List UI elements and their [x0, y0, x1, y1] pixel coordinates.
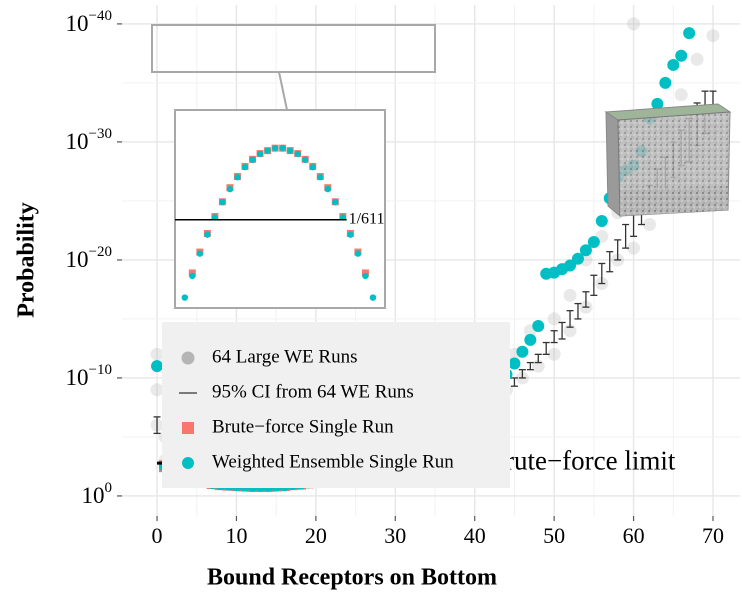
circle-point	[571, 252, 584, 265]
zoom-box	[151, 24, 436, 73]
y-tick-base: 10	[82, 483, 105, 508]
circle-point	[347, 231, 354, 238]
y-tick-exponent: −20	[89, 244, 112, 260]
circle-point	[204, 231, 211, 238]
circle-point	[332, 198, 339, 206]
legend-label: 64 Large WE Runs	[212, 346, 357, 367]
circle-point	[524, 333, 537, 346]
circle-point	[241, 163, 249, 171]
legend: 64 Large WE Runs 95% CI from 64 WE Runs Br…	[162, 322, 510, 488]
x-tick-label: 20	[305, 523, 327, 548]
legend-box	[162, 322, 510, 488]
run-point	[563, 288, 577, 302]
limit-label: Brute−force limit	[487, 445, 676, 475]
x-tick-label: 0	[152, 523, 163, 548]
y-tick-exponent: −40	[89, 8, 112, 24]
circle-point	[196, 250, 204, 257]
circle-point	[354, 250, 362, 257]
y-tick-exponent: −30	[89, 126, 112, 142]
run-point	[674, 88, 688, 102]
circle-point	[249, 156, 256, 163]
inset-panel	[174, 109, 386, 309]
x-tick-label: 60	[623, 523, 645, 548]
circle-point	[651, 97, 664, 110]
x-tick-label: 10	[225, 523, 247, 548]
x-tick-label: 30	[384, 523, 406, 548]
y-tick-label: 10−10	[66, 362, 112, 390]
circle-point	[324, 185, 331, 193]
x-axis-label: Bound Receptors on Bottom	[207, 565, 497, 591]
run-point	[627, 17, 641, 31]
circle-point	[181, 294, 188, 301]
y-tick-base: 10	[66, 247, 89, 272]
circle-point	[659, 76, 672, 89]
x-tick-label: 70	[702, 523, 724, 548]
run-point	[706, 29, 720, 43]
circle-point	[675, 49, 688, 62]
circle-point	[219, 198, 226, 206]
legend-symbol	[181, 351, 195, 365]
circle-point	[271, 144, 279, 152]
circle-point	[279, 144, 286, 152]
run-point	[642, 218, 656, 232]
y-tick-label: 10−20	[66, 244, 112, 272]
circle-point	[294, 150, 301, 158]
y-tick-base: 10	[66, 129, 89, 154]
circle-point	[683, 27, 696, 40]
inset-limit-label: 1/611	[349, 210, 385, 227]
x-tick-label: 50	[543, 523, 565, 548]
circle-point	[564, 259, 577, 272]
run-point	[690, 52, 704, 66]
circle-point	[579, 244, 592, 257]
grid	[122, 5, 740, 516]
y-tick-label: 10−30	[66, 126, 112, 154]
circle-point	[256, 150, 264, 158]
legend-label: Weighted Ensemble Single Run	[212, 451, 454, 472]
zoom-connector	[278, 71, 288, 111]
legend-symbol	[182, 457, 194, 469]
circle-point	[286, 147, 294, 154]
y-tick-label: 100	[82, 480, 113, 508]
run-point	[627, 241, 641, 255]
y-axis-label: Probability	[14, 202, 40, 318]
circle-point	[362, 272, 369, 280]
circle-point	[151, 360, 164, 373]
circle-point	[302, 156, 309, 163]
circle-point	[595, 214, 608, 227]
run-point	[547, 347, 561, 361]
circle-point	[264, 147, 271, 154]
inset: 1/611	[175, 144, 385, 301]
circle-point	[667, 58, 680, 71]
legend-label: 95% CI from 64 WE Runs	[212, 381, 414, 402]
circle-point	[309, 163, 316, 171]
run-point	[547, 312, 561, 326]
run-point	[150, 383, 164, 397]
y-tick-exponent: 0	[105, 480, 113, 496]
y-tick-exponent: −10	[89, 362, 112, 378]
circle-point	[369, 294, 377, 301]
run-point	[150, 347, 164, 361]
circle-point	[317, 174, 324, 181]
legend-label: Brute−force Single Run	[212, 416, 394, 437]
circle-point	[532, 320, 545, 333]
circle-point	[234, 174, 241, 181]
y-tick-label: 10−40	[66, 8, 112, 36]
circle-point	[226, 185, 234, 193]
circle-point	[587, 235, 600, 248]
legend-symbol	[182, 422, 194, 434]
y-tick-base: 10	[66, 11, 89, 36]
x-tick-label: 40	[464, 523, 486, 548]
cube-render	[604, 103, 732, 218]
circle-point	[189, 272, 196, 280]
circle-point	[508, 357, 521, 370]
y-tick-base: 10	[66, 365, 89, 390]
circle-point	[516, 345, 529, 358]
